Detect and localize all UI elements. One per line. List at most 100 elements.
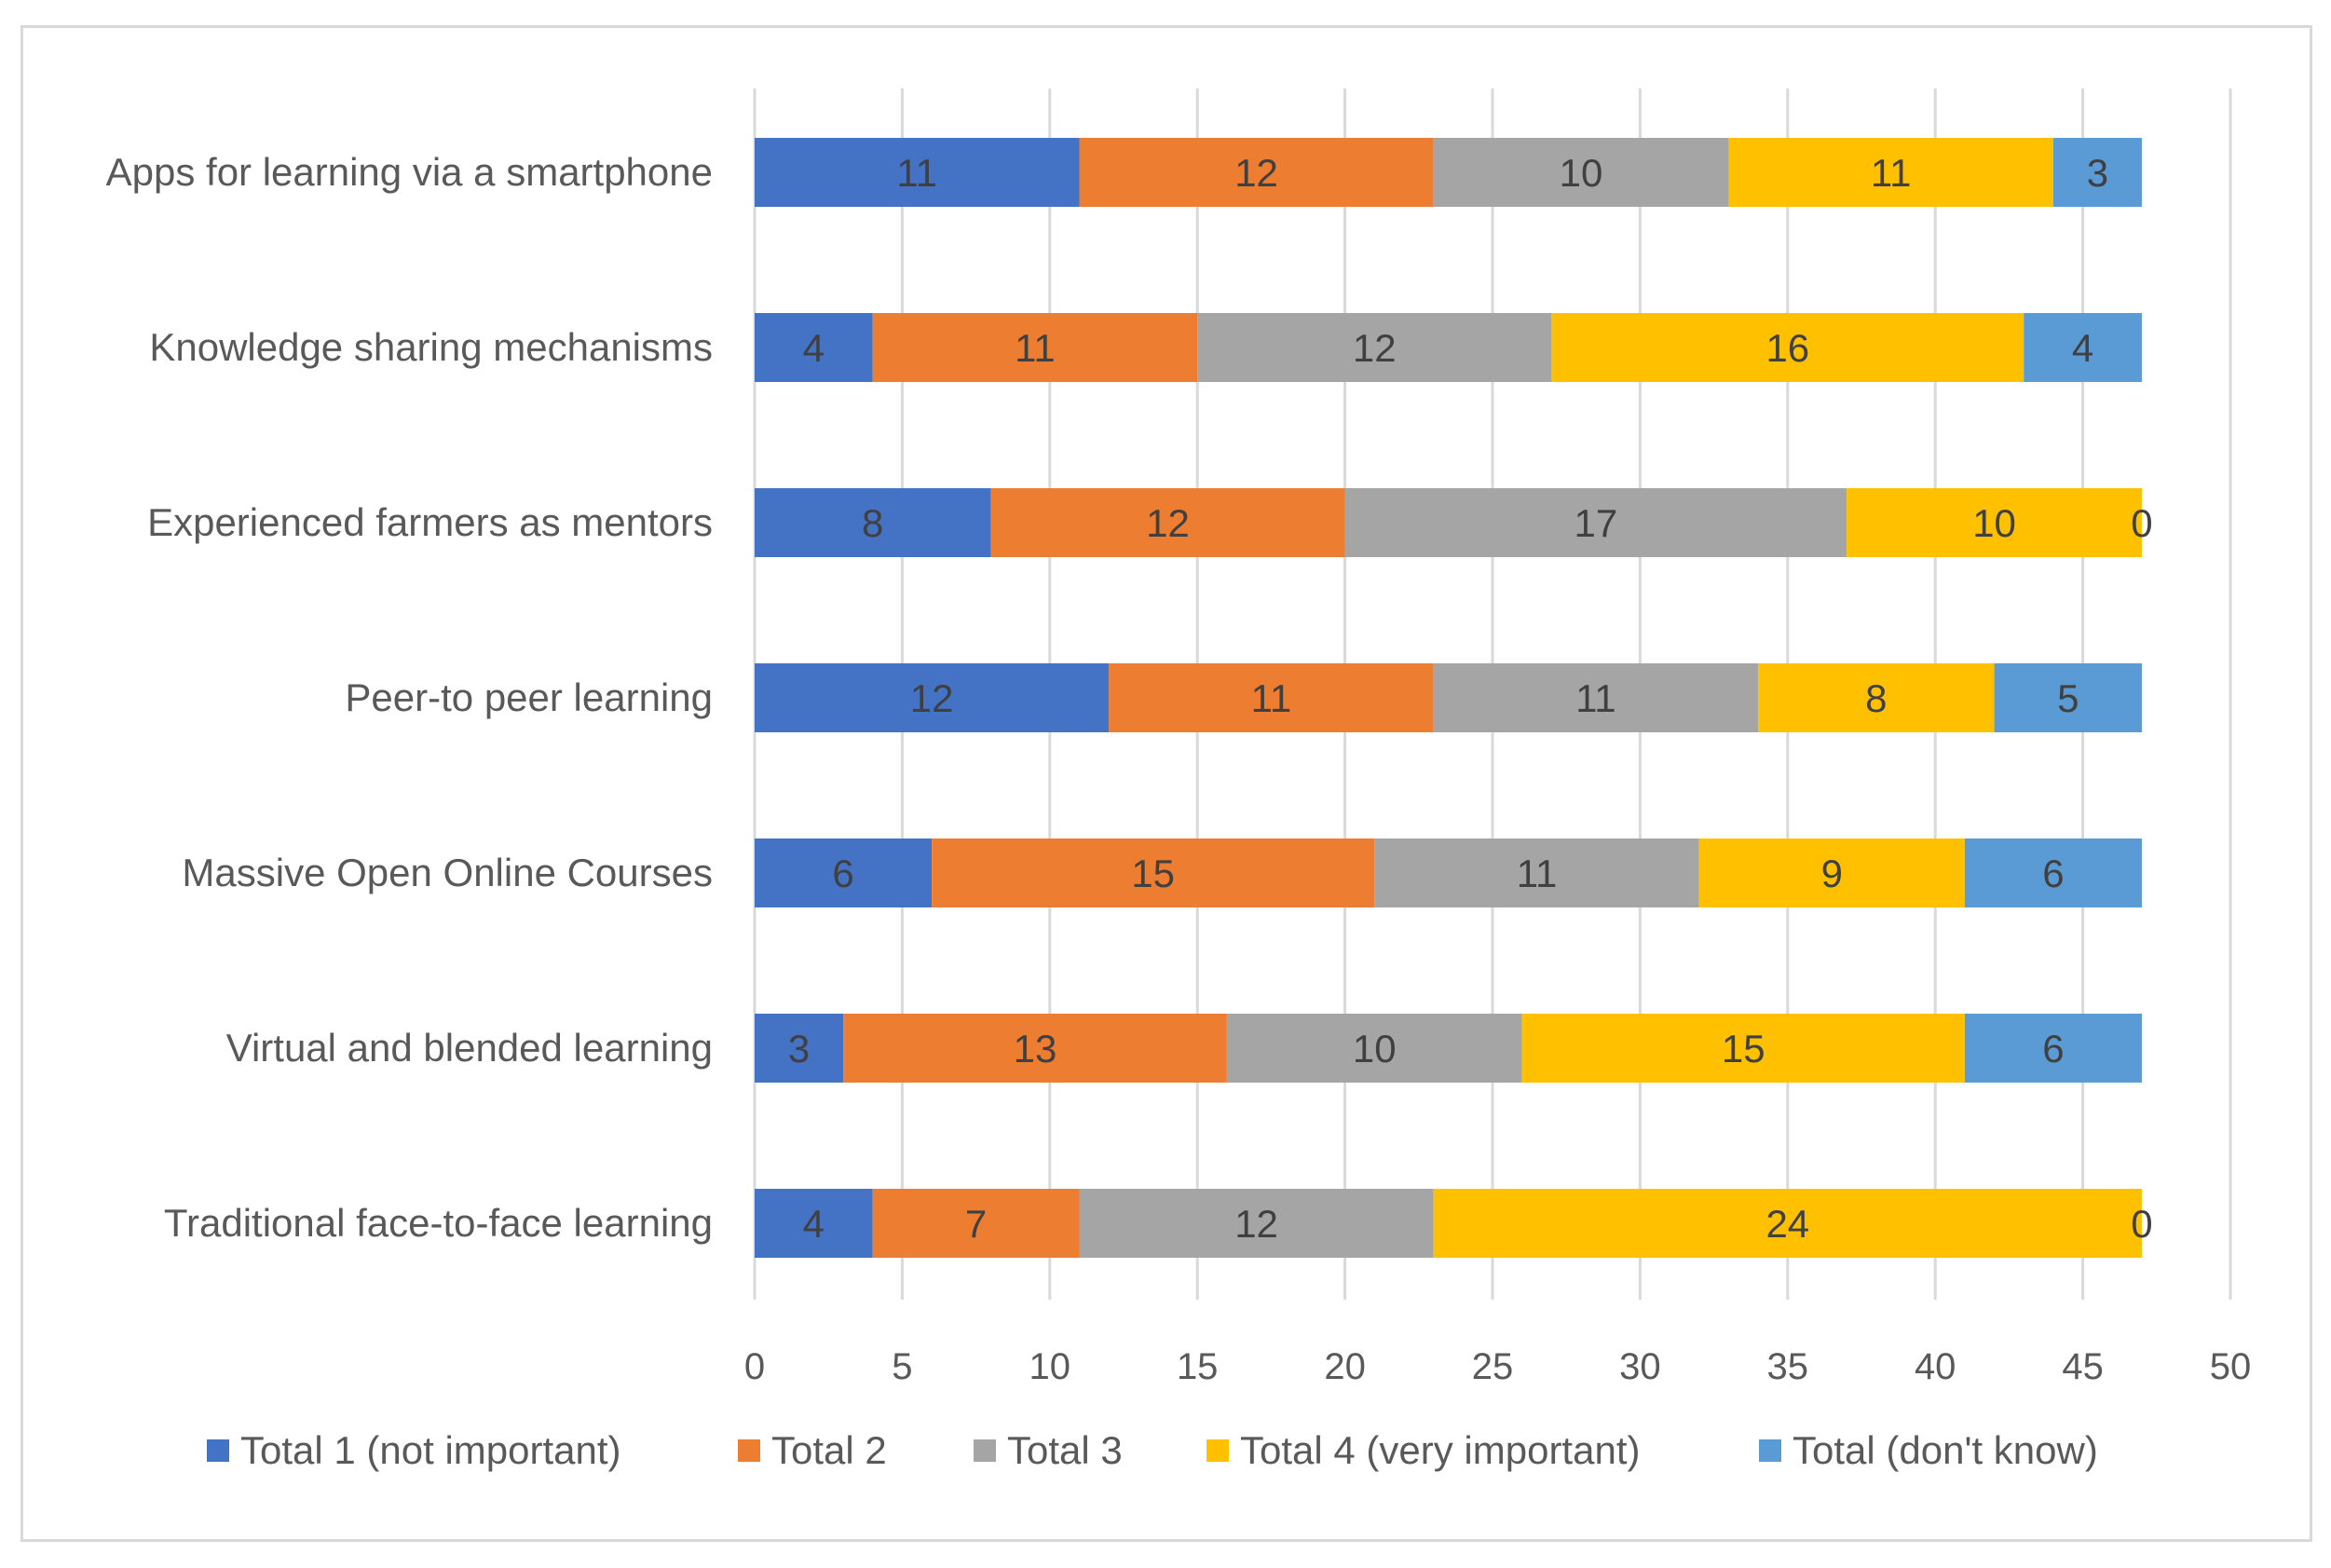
x-tick-label: 5 (892, 1346, 912, 1387)
legend-swatch (974, 1439, 996, 1462)
x-tick-label: 50 (2210, 1346, 2252, 1387)
data-label: 17 (1574, 501, 1618, 545)
bar-segment (1226, 1014, 1522, 1083)
x-tick-label: 15 (1177, 1346, 1219, 1387)
bar-segment (1847, 488, 2142, 557)
legend-swatch (1759, 1439, 1781, 1462)
data-label: 8 (862, 501, 883, 545)
bar-segment (1758, 663, 1995, 732)
data-label: 15 (1722, 1027, 1765, 1070)
x-tick-label: 0 (744, 1346, 765, 1387)
bar-segment (1551, 313, 2024, 382)
bar-segment (990, 488, 1345, 557)
bar-segment (872, 313, 1198, 382)
category-label: Virtual and blended learning (226, 1026, 713, 1070)
data-label: 6 (2042, 852, 2064, 895)
data-label: 6 (2042, 1027, 2064, 1070)
data-label: 12 (1234, 1202, 1278, 1246)
data-label: 11 (1015, 326, 1056, 370)
legend-swatch (738, 1439, 760, 1462)
data-label: 16 (1765, 326, 1809, 370)
data-label: 9 (1821, 852, 1843, 895)
bar-segment (1521, 1014, 1965, 1083)
bar-segment (2052, 138, 2142, 207)
legend: Total 1 (not important) Total 2 Total 3 Tot… (207, 1428, 2098, 1472)
data-label: 8 (1865, 676, 1887, 720)
bar-segment (872, 1189, 1080, 1258)
bar-segment (755, 1189, 873, 1258)
data-label: 7 (965, 1202, 987, 1246)
data-label: 4 (803, 1202, 825, 1246)
data-label: 3 (788, 1027, 810, 1070)
data-label: 24 (1765, 1202, 1809, 1246)
bar-segment (1079, 138, 1434, 207)
bar-segment (755, 839, 933, 907)
data-label: 11 (1871, 151, 1912, 195)
bar-segment (1109, 663, 1434, 732)
category-label: Knowledge sharing mechanisms (149, 325, 713, 369)
bars: 11 12 10 11 3 4 11 12 16 4 8 12 17 10 0 12 11 11 8 5 6 15 11 9 6… (755, 138, 2153, 1258)
data-label: 3 (2087, 151, 2108, 195)
category-labels: Apps for learning via a smartphone Knowle… (106, 150, 713, 1245)
x-tick-label: 35 (1767, 1346, 1809, 1387)
legend-swatch (1206, 1439, 1229, 1462)
bar-segment (1433, 138, 1729, 207)
bar-segment (1698, 839, 1965, 907)
category-label: Traditional face-to-face learning (164, 1201, 713, 1245)
bar-segment (1374, 839, 1699, 907)
data-label: 11 (1517, 852, 1558, 895)
data-label: 0 (2131, 1202, 2152, 1246)
chart-frame (20, 25, 2312, 1542)
bar-segment (1964, 839, 2142, 907)
bar-segment (1344, 488, 1847, 557)
x-tick-label: 45 (2062, 1346, 2104, 1387)
bar-segment (843, 1014, 1227, 1083)
data-label: 12 (1353, 326, 1397, 370)
bar-segment (755, 663, 1110, 732)
bar-segment (932, 839, 1375, 907)
data-label: 11 (1251, 676, 1292, 720)
bar-segment (1433, 1189, 2142, 1258)
x-tick-label: 25 (1472, 1346, 1514, 1387)
legend-label: Total 3 (1007, 1428, 1123, 1472)
bar-segment (1197, 313, 1552, 382)
bar-segment (755, 1014, 844, 1083)
x-tick-label: 20 (1324, 1346, 1366, 1387)
legend-label: Total (don't know) (1793, 1428, 2098, 1472)
bar-segment (1079, 1189, 1434, 1258)
legend-label: Total 2 (771, 1428, 887, 1472)
bar-segment (1964, 1014, 2142, 1083)
bar-segment (755, 488, 991, 557)
bar-segment (2024, 313, 2142, 382)
data-label: 4 (803, 326, 825, 370)
data-label: 12 (910, 676, 954, 720)
legend-label: Total 1 (not important) (240, 1428, 621, 1472)
category-label: Peer-to peer learning (345, 675, 713, 719)
data-label: 10 (1972, 501, 2016, 545)
data-label: 12 (1234, 151, 1278, 195)
data-label: 6 (832, 852, 853, 895)
data-label: 10 (1560, 151, 1603, 195)
x-tick-label: 30 (1619, 1346, 1661, 1387)
bar-segment (755, 313, 873, 382)
category-label: Apps for learning via a smartphone (106, 150, 713, 194)
data-label: 12 (1146, 501, 1190, 545)
data-label: 10 (1353, 1027, 1397, 1070)
data-label: 11 (1575, 676, 1616, 720)
legend-swatch (207, 1439, 229, 1462)
data-label: 0 (2131, 501, 2152, 545)
bar-segment (1994, 663, 2142, 732)
legend-label: Total 4 (very important) (1240, 1428, 1640, 1472)
category-label: Experienced farmers as mentors (147, 500, 713, 544)
data-label: 11 (896, 151, 937, 195)
data-label: 15 (1131, 852, 1175, 895)
x-axis-tick-labels: 0 5 10 15 20 25 30 35 40 45 50 (744, 1346, 2251, 1387)
bar-segment (1728, 138, 2053, 207)
data-label: 13 (1014, 1027, 1057, 1070)
x-tick-label: 10 (1029, 1346, 1071, 1387)
category-label: Massive Open Online Courses (182, 851, 713, 894)
data-label: 4 (2072, 326, 2093, 370)
x-tick-label: 40 (1915, 1346, 1956, 1387)
bar-segment (755, 138, 1080, 207)
